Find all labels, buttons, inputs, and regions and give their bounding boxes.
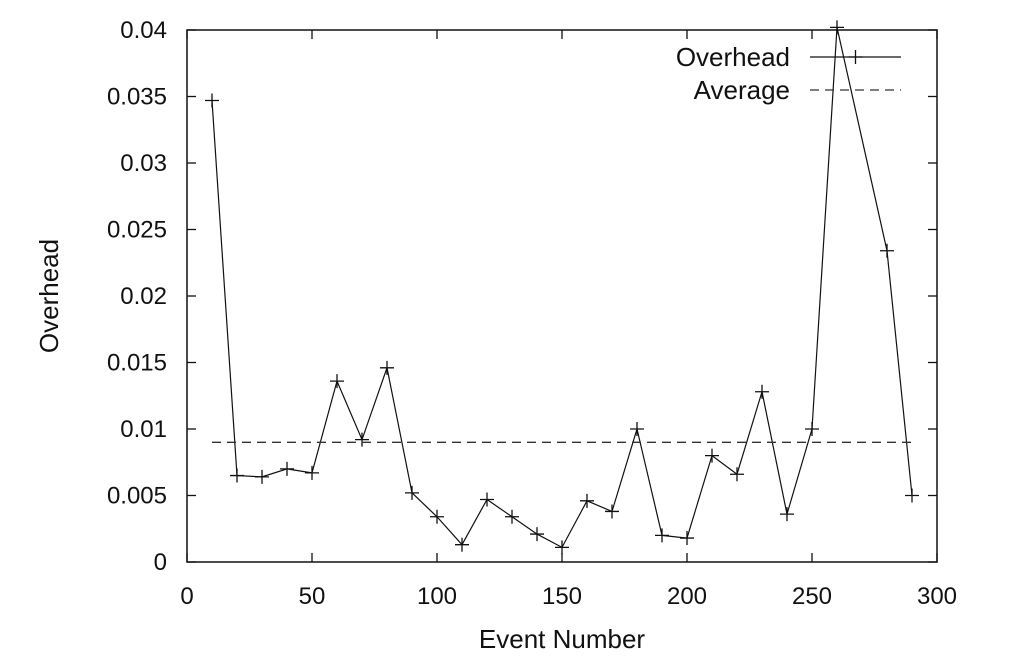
data-point-marker: [255, 469, 269, 484]
x-tick-label: 150: [542, 583, 582, 610]
data-point-marker: [755, 384, 769, 399]
x-tick-label: 200: [667, 583, 707, 610]
data-point-marker: [730, 467, 744, 482]
data-point-marker: [505, 509, 519, 524]
data-point-marker: [380, 360, 394, 375]
x-axis-ticks: 0 50 100 150 200 250 300: [180, 30, 957, 610]
data-point-marker: [330, 374, 344, 389]
data-point-marker: [605, 504, 619, 519]
plot-border: [186, 29, 938, 563]
data-point-marker: [355, 432, 369, 447]
y-tick-label: 0.005: [107, 483, 167, 510]
legend-marker: [848, 50, 863, 64]
y-axis-ticks: 0 0.005 0.01 0.015 0.02 0.025 0.03 0.035 0.04: [107, 17, 937, 576]
y-tick-label: 0.035: [107, 84, 167, 111]
data-point-marker: [530, 527, 544, 542]
plot-frame: [186, 29, 938, 563]
y-tick-label: 0.04: [120, 17, 167, 44]
data-point-marker: [555, 540, 569, 555]
data-point-marker: [580, 493, 594, 508]
y-tick-label: 0.02: [120, 283, 167, 310]
data-point-marker: [630, 422, 644, 436]
data-point-marker: [880, 243, 894, 258]
data-point-marker: [430, 509, 444, 524]
series-line-overhead: [211, 27, 913, 549]
data-point-marker: [205, 93, 219, 108]
data-point-marker: [305, 465, 319, 480]
x-tick-label: 250: [792, 583, 832, 610]
y-tick-label: 0.025: [107, 217, 167, 244]
x-tick-label: 50: [299, 583, 326, 610]
data-point-marker: [705, 448, 719, 463]
data-point-marker: [655, 528, 669, 543]
data-point-marker: [780, 507, 794, 522]
data-point-marker: [830, 20, 844, 35]
legend-label-average: Average: [694, 75, 790, 105]
data-point-marker: [905, 488, 919, 503]
y-axis-label: Overhead: [34, 239, 64, 353]
data-point-marker: [455, 537, 469, 552]
data-point-marker: [405, 485, 419, 500]
x-tick-label: 0: [180, 583, 193, 610]
y-tick-label: 0.015: [107, 350, 167, 377]
x-tick-label: 100: [417, 583, 457, 610]
data-point-marker: [805, 422, 819, 436]
x-tick-label: 300: [917, 583, 957, 610]
data-point-marker: [680, 531, 694, 546]
data-point-marker: [480, 492, 494, 507]
data-point-marker: [280, 461, 294, 476]
series-layer: [205, 20, 919, 555]
y-tick-label: 0: [154, 549, 167, 576]
y-tick-label: 0.03: [120, 150, 167, 177]
y-tick-label: 0.01: [120, 416, 167, 443]
data-point-marker: [230, 468, 244, 483]
x-axis-label: Event Number: [479, 624, 646, 654]
legend-label-overhead: Overhead: [676, 42, 790, 72]
